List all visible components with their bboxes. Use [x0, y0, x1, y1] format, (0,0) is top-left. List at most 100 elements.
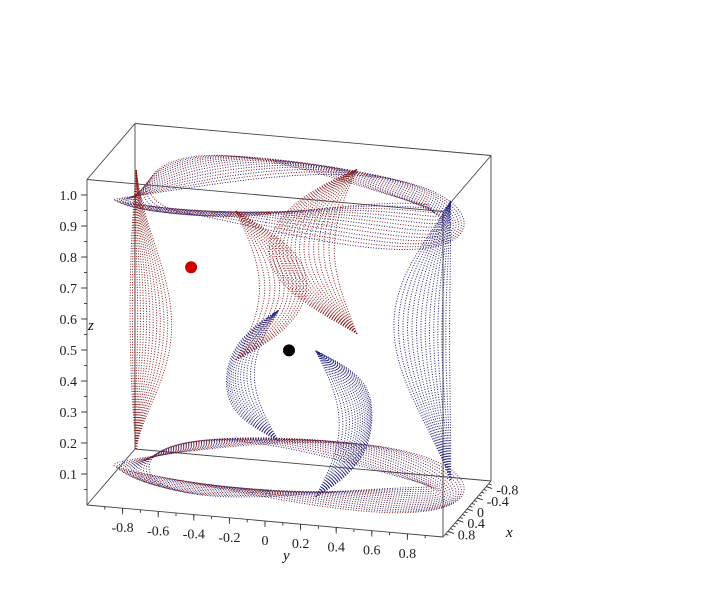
- red-lobe-curve: [323, 169, 358, 334]
- blue-lobe-curve: [315, 350, 353, 497]
- blue-lobe-curve: [315, 350, 356, 497]
- blue-lobe-curve: [315, 350, 350, 497]
- blue-lobe-curve: [429, 200, 452, 481]
- y-tick-label: -0.8: [112, 521, 134, 536]
- blue-lobe-curve: [225, 309, 279, 442]
- x-minor-tick: [464, 511, 468, 514]
- red-lobe-curve: [135, 170, 158, 450]
- y-tick-label: -0.6: [147, 524, 169, 539]
- z-tick-label: 0.9: [60, 220, 78, 235]
- x-minor-tick: [483, 488, 487, 491]
- red-lobe-curve: [135, 170, 139, 450]
- x-tick-label: 0: [477, 506, 484, 521]
- red-lobe-curve: [282, 168, 358, 335]
- x-minor-tick: [474, 500, 478, 503]
- bottom-ring-curve: [129, 437, 449, 503]
- y-tick-label: -0.2: [218, 531, 240, 546]
- red-lobe-curve: [135, 170, 169, 450]
- z-tick-label: 0.4: [60, 375, 78, 390]
- y-tick-label: 0.6: [363, 544, 381, 559]
- x-minor-tick: [488, 483, 492, 486]
- red-lobe-curve: [286, 168, 358, 335]
- red-lobe-curve: [135, 170, 148, 450]
- bottom-ring-curve: [126, 437, 452, 505]
- x-minor-tick: [486, 486, 490, 489]
- blue-lobe-curve: [402, 200, 452, 481]
- x-axis: -0.8-0.400.40.8: [445, 483, 518, 543]
- bottom-ring-curve: [137, 437, 441, 497]
- blue-lobe-curve: [407, 200, 452, 481]
- blue-lobe-curve: [416, 200, 452, 481]
- blue-lobe-curve: [230, 310, 279, 442]
- red-lobe-curve: [333, 169, 358, 334]
- trajectory-curves: [113, 154, 465, 514]
- z-axis: 0.1 0.2 0.3 0.4 0.5 0.6 0.7 0.8 0.9 1.0: [60, 189, 87, 490]
- x-minor-tick: [452, 525, 456, 528]
- x-minor-tick: [471, 502, 475, 505]
- red-lobe-curve: [135, 170, 151, 450]
- blue-lobe-curve: [315, 350, 371, 497]
- bottom-ring-curve: [116, 440, 462, 512]
- red-lobe-curve: [294, 168, 358, 335]
- red-lobe-curve: [313, 169, 358, 335]
- y-tick-label: 0.8: [399, 547, 417, 562]
- top-ring-curve: [124, 164, 454, 238]
- x-minor-tick: [478, 494, 483, 497]
- top-ring-curve: [145, 155, 433, 217]
- red-lobe-curve: [235, 210, 276, 361]
- z-tick-label: 0.7: [60, 282, 78, 297]
- red-lobe-curve: [328, 169, 358, 334]
- z-tick-label: 0.1: [60, 468, 78, 483]
- box-edge: [86, 448, 136, 506]
- x-axis-title: x: [505, 525, 513, 541]
- point-marker: [283, 344, 295, 357]
- x-minor-tick: [476, 497, 480, 500]
- z-axis-title: z: [87, 318, 94, 334]
- z-tick-label: 0.5: [60, 344, 78, 359]
- x-minor-tick: [450, 528, 454, 531]
- blue-lobe-curve: [315, 350, 370, 497]
- blue-lobe-curve: [315, 350, 361, 497]
- blue-lobe-curve: [315, 350, 367, 497]
- top-ring-curve: [116, 171, 462, 248]
- z-tick-label: 0.2: [60, 437, 78, 452]
- x-minor-tick: [447, 530, 451, 533]
- red-lobe-curve: [235, 210, 271, 361]
- blue-lobe-curve: [393, 200, 452, 481]
- red-lobe-curve: [135, 170, 154, 450]
- x-minor-tick: [481, 491, 485, 494]
- blue-lobe-curve: [411, 200, 452, 481]
- red-lobe-curve: [135, 170, 144, 450]
- x-minor-tick: [466, 508, 471, 511]
- red-lobe-curve: [303, 169, 358, 335]
- blue-lobe-curve: [253, 310, 279, 441]
- top-ring-curve: [132, 159, 446, 228]
- top-ring-curve: [148, 154, 430, 217]
- y-axis-title: y: [281, 548, 290, 564]
- blue-lobe-curve: [315, 350, 363, 497]
- point-marker: [185, 261, 198, 274]
- blue-lobe-curve: [243, 310, 279, 441]
- red-lobe-curve: [235, 210, 285, 361]
- red-lobe-curve: [235, 210, 260, 361]
- x-tick-label: 0.8: [458, 528, 476, 543]
- x-minor-tick: [469, 505, 473, 508]
- red-lobe-curve: [235, 210, 289, 361]
- red-lobe-curve: [235, 210, 266, 361]
- bottom-ring-curve: [142, 438, 436, 495]
- blue-lobe-curve: [249, 310, 279, 441]
- z-tick-label: 0.6: [60, 313, 78, 328]
- blue-lobe-curve: [315, 350, 344, 497]
- blue-lobe-curve: [433, 200, 452, 481]
- x-tick-label: -0.8: [496, 484, 518, 499]
- x-tick-label: -0.4: [487, 495, 509, 510]
- blue-lobe-curve: [315, 350, 365, 497]
- red-lobe-curve: [129, 170, 137, 450]
- bottom-ring-curve: [124, 438, 454, 507]
- bottom-ring-curve: [145, 439, 433, 497]
- blue-lobe-curve: [424, 200, 452, 481]
- top-ring-curve: [137, 157, 441, 221]
- blue-lobe-curve: [246, 310, 279, 441]
- red-lobe-curve: [235, 210, 293, 361]
